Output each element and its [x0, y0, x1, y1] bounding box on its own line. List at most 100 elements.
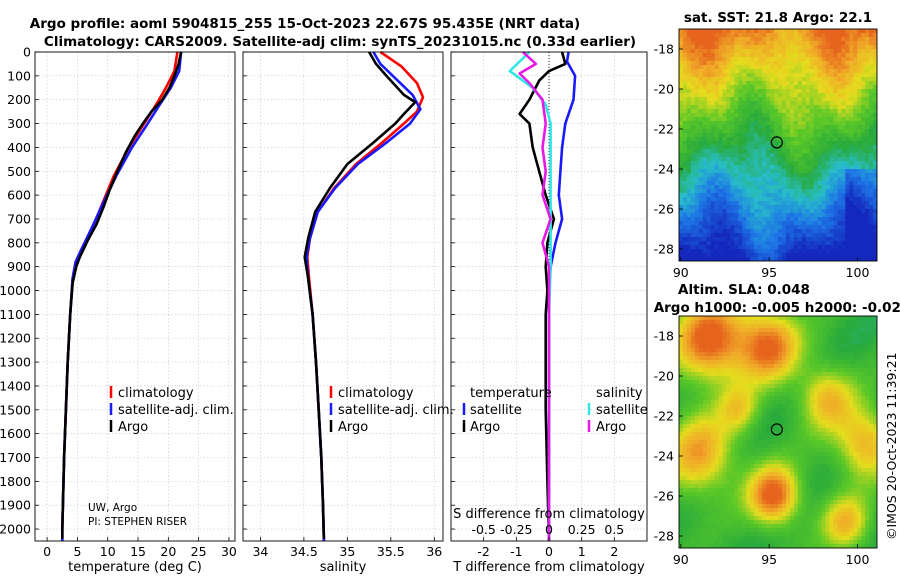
map-cell — [734, 129, 739, 134]
map-cell — [837, 193, 842, 198]
map-cell — [754, 193, 759, 198]
map-cell — [726, 392, 731, 397]
map-cell — [754, 320, 759, 325]
map-cell — [718, 253, 723, 258]
map-cell — [797, 117, 803, 122]
map-cell — [694, 400, 700, 405]
map-cell — [797, 85, 803, 90]
map-cell — [766, 181, 771, 186]
map-cell — [817, 125, 822, 130]
map-cell — [809, 245, 815, 250]
map-cell — [746, 412, 751, 417]
map-cell — [865, 169, 870, 174]
legend-climatology: climatology — [118, 386, 194, 401]
map-cell — [690, 328, 696, 333]
map-cell — [742, 324, 747, 329]
map-cell — [686, 73, 692, 78]
map-cell — [718, 169, 723, 174]
map-cell — [698, 185, 704, 190]
map-cell — [841, 428, 846, 433]
map-cell — [702, 197, 708, 202]
map-cell — [714, 229, 719, 234]
map-cell — [698, 209, 704, 214]
map-cell — [679, 181, 684, 186]
map-cell — [726, 97, 731, 102]
map-cell — [829, 81, 834, 86]
map-cell — [861, 328, 866, 333]
map-cell — [774, 424, 779, 429]
map-cell — [817, 61, 822, 66]
map-cell — [809, 237, 815, 242]
map-cell — [829, 336, 834, 341]
map-cell — [857, 185, 862, 190]
map-cell — [849, 85, 854, 90]
map-cell — [781, 93, 787, 98]
map-cell — [742, 452, 747, 457]
map-cell — [738, 432, 743, 437]
map-cell — [679, 161, 684, 166]
map-cell — [785, 424, 791, 429]
map-cell — [686, 372, 692, 377]
map-cell — [718, 93, 723, 98]
map-cell — [762, 320, 767, 325]
map-cell — [774, 157, 779, 162]
map-cell — [845, 77, 850, 82]
map-cell — [726, 201, 731, 206]
map-cell — [778, 169, 783, 174]
map-cell — [809, 53, 815, 58]
map-cell — [821, 69, 826, 74]
map-cell — [758, 29, 763, 34]
map-cell — [785, 356, 791, 361]
map-cell — [865, 193, 870, 198]
map-cell — [722, 416, 727, 421]
map-cell — [809, 181, 815, 186]
map-cell — [845, 372, 850, 377]
map-cell — [679, 213, 684, 218]
map-cell — [698, 392, 704, 397]
map-cell — [758, 400, 763, 405]
map-cell — [833, 161, 838, 166]
map-cell — [774, 129, 779, 134]
map-cell — [805, 376, 811, 381]
map-cell — [805, 320, 811, 325]
map-cell — [869, 61, 874, 66]
map-cell — [694, 29, 700, 34]
map-cell — [758, 404, 763, 409]
map-cell — [861, 344, 866, 349]
map-cell — [857, 173, 862, 178]
map-cell — [873, 221, 877, 226]
map-cell — [682, 392, 688, 397]
map-cell — [869, 352, 874, 357]
map-cell — [758, 121, 763, 126]
map-cell — [714, 141, 719, 146]
map-cell — [679, 364, 684, 369]
map-cell — [722, 177, 727, 182]
depth-tick-label: 1900 — [0, 498, 31, 513]
map-cell — [714, 153, 719, 158]
map-cell — [805, 153, 811, 158]
map-cell — [698, 416, 704, 421]
map-cell — [833, 372, 838, 377]
map-cell — [789, 153, 795, 158]
map-cell — [849, 340, 854, 345]
map-cell — [702, 352, 708, 357]
map-cell — [833, 241, 838, 246]
map-cell — [698, 113, 704, 118]
map-cell — [781, 49, 787, 54]
map-cell — [746, 372, 751, 377]
map-cell — [722, 145, 727, 150]
map-cell — [714, 161, 719, 166]
map-cell — [698, 249, 704, 254]
map-cell — [746, 324, 751, 329]
map-cell — [718, 328, 723, 333]
map-cell — [829, 364, 834, 369]
map-cell — [718, 416, 723, 421]
map-cell — [857, 432, 862, 437]
map-cell — [778, 388, 783, 393]
map-cell — [817, 197, 822, 202]
map-cell — [714, 97, 719, 102]
map-cell — [805, 85, 811, 90]
map-cell — [821, 173, 826, 178]
map-cell — [869, 372, 874, 377]
map-cell — [766, 173, 771, 178]
